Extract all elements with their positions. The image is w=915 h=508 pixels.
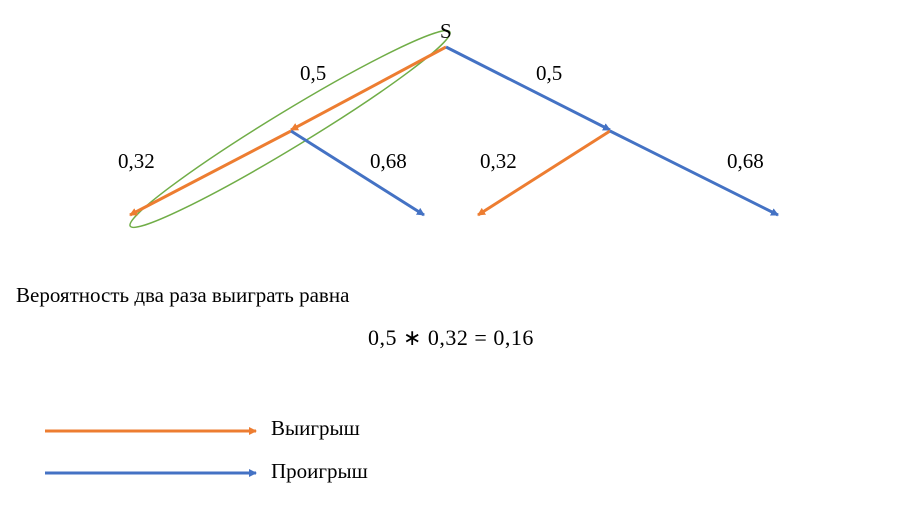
probability-sentence: Вероятность два раза выиграть равна: [16, 283, 350, 307]
branch-left-win: [129, 129, 292, 217]
prob-left-node-right: 0,68: [370, 149, 407, 173]
legend-win-label: Выигрыш: [271, 416, 360, 440]
root-label: S: [440, 19, 452, 43]
branch-left-lose: [290, 129, 425, 217]
highlight-ellipse: [129, 29, 451, 229]
branch-root-left-win: [290, 45, 447, 132]
legend-lose-label: Проигрыш: [271, 459, 368, 483]
prob-right-node-left: 0,32: [480, 149, 517, 173]
branch-right-win: [477, 129, 611, 217]
prob-right-node-right: 0,68: [727, 149, 764, 173]
branch-right-lose: [609, 129, 779, 217]
prob-level1-right: 0,5: [536, 61, 562, 85]
prob-left-node-left: 0,32: [118, 149, 155, 173]
prob-level1-left: 0,5: [300, 61, 326, 85]
branch-root-right-lose: [445, 45, 611, 132]
probability-formula: 0,5 ∗ 0,32 = 0,16: [368, 325, 534, 350]
